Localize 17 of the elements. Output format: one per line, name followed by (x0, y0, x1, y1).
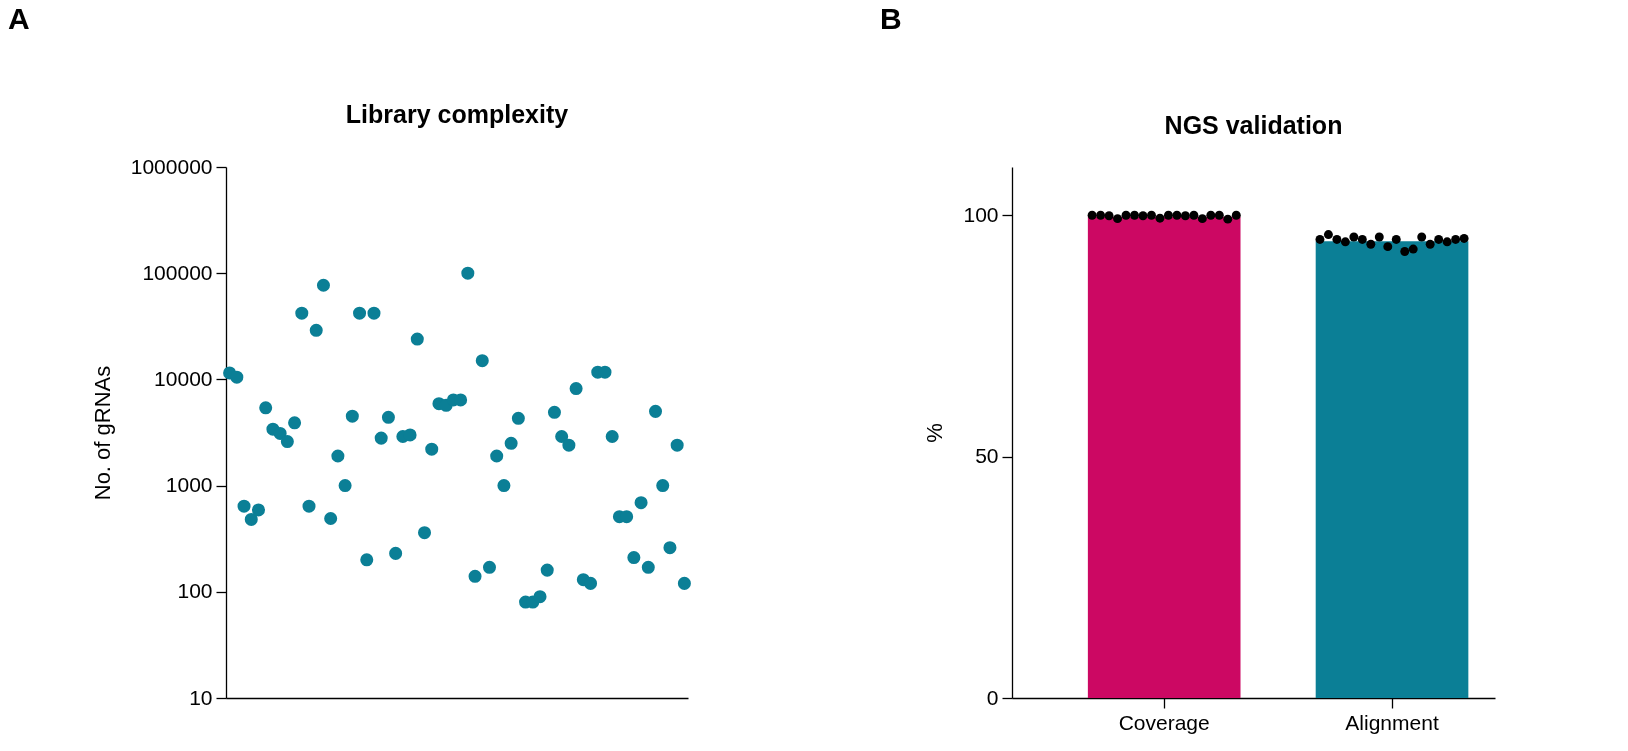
x-tick-label: Alignment (1345, 710, 1439, 734)
text: A (8, 2, 30, 36)
y-tick-label: 50 (975, 444, 999, 468)
y-tick-label: 10 (189, 685, 213, 709)
y-tick-label: 100 (177, 579, 213, 603)
y-tick-label: 10000 (154, 366, 213, 390)
chart-title: NGS validation (1164, 111, 1343, 139)
x-tick-label: Coverage (1118, 710, 1210, 734)
y-tick-label: 1000 (165, 473, 213, 497)
y-axis-title: No. of gRNAs (89, 365, 115, 501)
y-tick-label: 1000000 (130, 154, 213, 178)
chart-title: Library complexity (345, 100, 569, 128)
y-axis-title: % (922, 423, 948, 443)
y-tick-label: 100000 (142, 260, 213, 284)
y-tick-label: 0 (986, 685, 999, 709)
y-tick-label: 100 (963, 202, 999, 226)
text: B (880, 2, 902, 36)
